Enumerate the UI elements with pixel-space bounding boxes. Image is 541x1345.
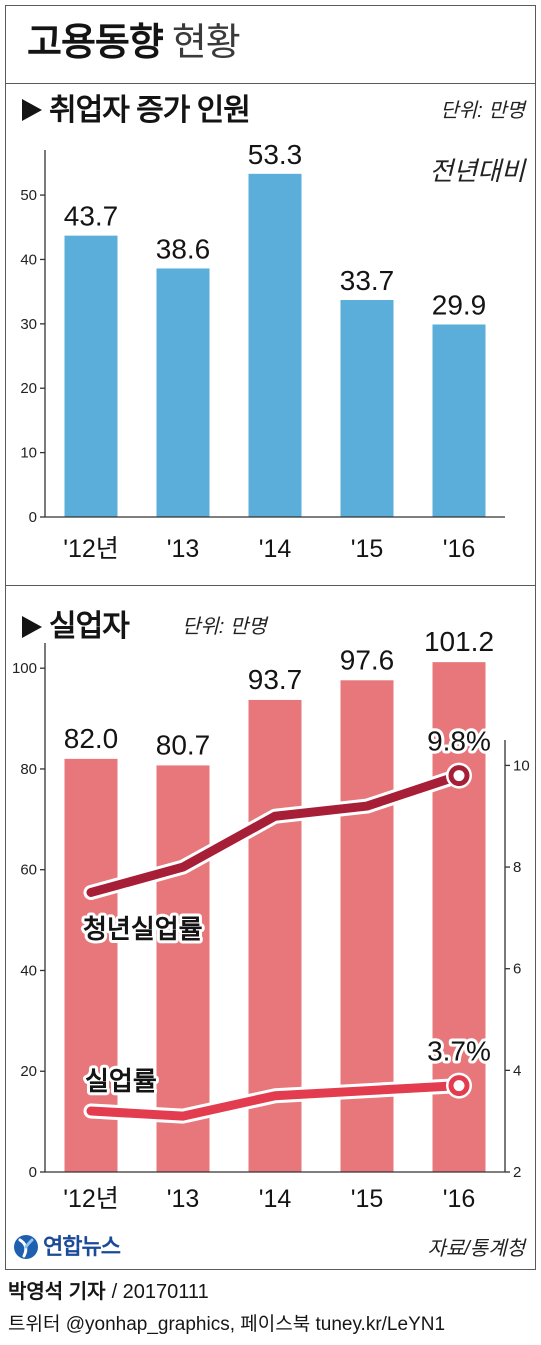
byline-date: / 20170111 xyxy=(111,1281,209,1303)
line-series-label: 실업률 xyxy=(85,1067,157,1097)
y-tick-label: 10 xyxy=(20,445,37,462)
x-tick-label: '14 xyxy=(259,1185,292,1213)
bar-2 xyxy=(248,173,302,517)
bar-1 xyxy=(156,268,210,517)
title-divider xyxy=(5,83,536,84)
bar-3 xyxy=(340,300,394,517)
x-tick-label: '15 xyxy=(351,535,384,563)
x-tick-label: '16 xyxy=(443,1185,476,1213)
bar-value-label: 101.2 xyxy=(424,626,494,657)
y-tick-label: 100 xyxy=(12,660,37,677)
section1-heading: 취업자 증가 인원 xyxy=(49,94,251,127)
x-tick-label: '13 xyxy=(167,1185,200,1213)
bar-4 xyxy=(432,324,486,517)
y2-tick-label: 4 xyxy=(513,1062,521,1079)
triangle-right-icon xyxy=(22,99,42,121)
section2-heading: 실업자 xyxy=(49,610,130,643)
end-marker xyxy=(448,765,470,787)
y-tick-label: 20 xyxy=(20,1063,37,1080)
y-tick-label: 0 xyxy=(29,509,37,526)
bar-value-label: 33.7 xyxy=(340,265,395,296)
section1-unit: 단위: 만명 xyxy=(440,100,525,122)
section1-subtitle: 전년대비 xyxy=(429,156,525,186)
source-credit: 자료/통계청 xyxy=(427,1238,525,1260)
chart-2: 0 20 40 60 80 100 '12년 '13 '14 '15 '16 82.0 80.7 93.7… xyxy=(12,626,530,1213)
x-tick-label: '14 xyxy=(259,535,292,563)
page-title: 고용동향 현황 xyxy=(27,22,241,64)
y2-tick-label: 2 xyxy=(513,1164,521,1181)
line-series-label: 청년실업률 xyxy=(83,915,203,945)
logo-swoosh-accent xyxy=(24,1238,34,1249)
section-divider xyxy=(5,585,536,586)
bar-value-label: 38.6 xyxy=(156,233,211,264)
logo-text: 연합뉴스 xyxy=(43,1234,121,1259)
line-path xyxy=(86,771,464,897)
y-tick-label: 40 xyxy=(20,962,37,979)
graphic-frame xyxy=(5,5,536,1270)
yonhap-logo: 연합뉴스 xyxy=(13,1233,121,1261)
y2-tick-label: 8 xyxy=(513,859,521,876)
bar-0 xyxy=(64,235,118,517)
x-tick-label: '13 xyxy=(167,535,200,563)
line-end-label: 9.8% xyxy=(427,726,491,757)
line-series-0: 9.8% 청년실업률 xyxy=(80,723,494,948)
byline: 박영석 기자/ 20170111 xyxy=(8,1282,209,1302)
end-marker xyxy=(448,1075,470,1097)
yonhap-logo-icon xyxy=(14,1235,38,1259)
bar-1 xyxy=(156,765,210,1172)
social-links: 트위터 @yonhap_graphics, 페이스북 tuney.kr/LeYN… xyxy=(8,1314,446,1335)
y2-tick-label: 10 xyxy=(513,757,530,774)
x-tick-label: '12년 xyxy=(63,535,119,563)
chart-1: 0 10 20 30 40 50 '12년 '13 '14 '15 '16 43.7 38.6 53.3 3… xyxy=(20,139,505,563)
title-main: 고용동향 xyxy=(27,22,164,64)
line-series-1: 3.7% 실업률 xyxy=(82,1033,494,1124)
section2-unit: 단위: 만명 xyxy=(182,616,267,638)
bar-value-label: 97.6 xyxy=(340,644,395,675)
byline-reporter: 박영석 기자 xyxy=(8,1281,106,1303)
y-tick-label: 40 xyxy=(20,251,37,268)
x-tick-label: '15 xyxy=(351,1185,384,1213)
line-end-label: 3.7% xyxy=(427,1036,491,1067)
x-tick-label: '12년 xyxy=(63,1185,119,1213)
y-tick-label: 80 xyxy=(20,761,37,778)
y-tick-label: 20 xyxy=(20,380,37,397)
bar-0 xyxy=(64,758,118,1172)
bar-value-label: 93.7 xyxy=(248,664,303,695)
line-path xyxy=(86,1081,464,1121)
y2-tick-label: 6 xyxy=(513,961,521,978)
title-sub: 현황 xyxy=(171,22,241,64)
bar-value-label: 82.0 xyxy=(64,723,119,754)
bar-value-label: 53.3 xyxy=(248,139,303,170)
bar-value-label: 29.9 xyxy=(432,289,487,320)
bar-value-label: 80.7 xyxy=(156,729,211,760)
y-tick-label: 30 xyxy=(20,316,37,333)
x-tick-label: '16 xyxy=(443,535,476,563)
y-tick-label: 0 xyxy=(29,1164,37,1181)
bar-value-label: 43.7 xyxy=(64,201,119,232)
y-tick-label: 60 xyxy=(20,862,37,879)
triangle-right-icon xyxy=(22,616,42,638)
y-tick-label: 50 xyxy=(20,187,37,204)
